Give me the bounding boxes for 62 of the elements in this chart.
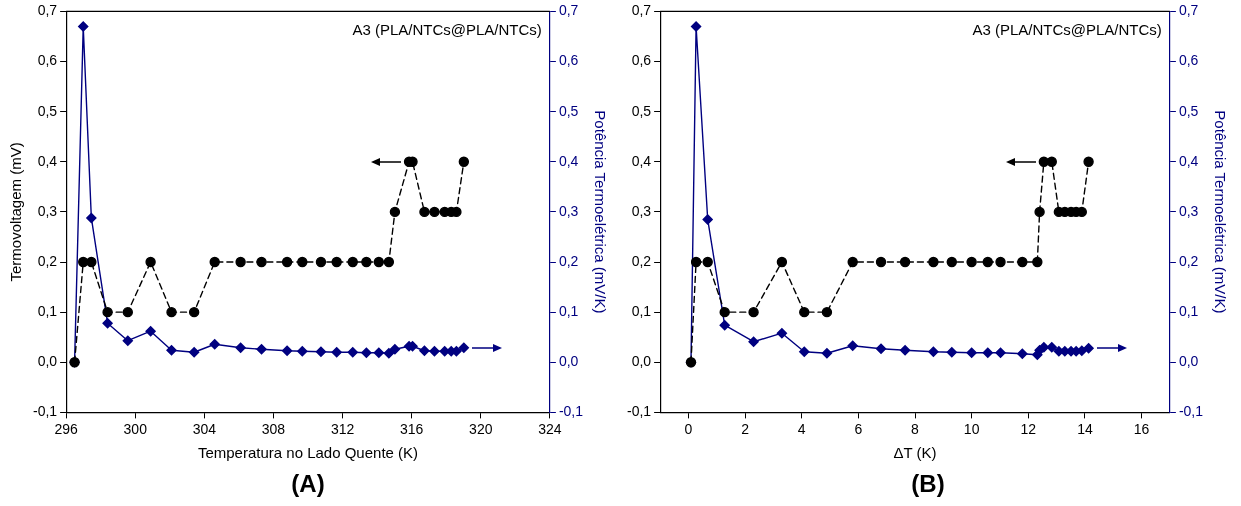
y2-tick-label: 0,4: [1178, 152, 1199, 169]
x-tick-label: 316: [399, 420, 424, 437]
text: (A): [291, 470, 325, 498]
x-tick-label: 8: [911, 420, 920, 437]
y2-tick-label: 0,3: [558, 202, 579, 219]
y-tick-label: 0,0: [631, 353, 652, 370]
x-tick-label: 312: [330, 420, 355, 437]
y2-tick-label: 0,1: [558, 303, 579, 320]
y2-tick-label: -0,1: [558, 403, 584, 420]
annotation: A3 (PLA/NTCs@PLA/NTCs): [352, 21, 542, 39]
y-axis-title: Termovoltagem (mV): [7, 142, 25, 282]
x-axis-title: Temperatura no Lado Quente (K): [197, 444, 419, 462]
x-tick-label: 6: [854, 420, 863, 437]
x-tick-label: 324: [538, 420, 562, 437]
y2-tick-label: 0,6: [1178, 52, 1199, 69]
x-tick-label: 12: [1020, 420, 1037, 437]
y2-axis-title: Potência Termoelétrica (mV/K): [591, 110, 609, 314]
y-tick-label: 0,4: [37, 152, 58, 169]
y-tick-label: 0,6: [37, 52, 58, 69]
y-tick-label: 0,7: [37, 2, 58, 19]
y-tick-label: 0,4: [631, 152, 652, 169]
x-tick-label: 296: [54, 420, 79, 437]
x-tick-label: 304: [192, 420, 217, 437]
annotation: A3 (PLA/NTCs@PLA/NTCs): [972, 21, 1162, 39]
y2-tick-label: 0,2: [558, 252, 579, 269]
y2-tick-label: 0,7: [1178, 2, 1199, 19]
y2-tick-label: 0,2: [1178, 252, 1199, 269]
y-tick-label: 0,1: [631, 303, 652, 320]
x-tick-label: 308: [261, 420, 286, 437]
x-tick-label: 10: [963, 420, 980, 437]
y-tick-label: -0,1: [627, 403, 652, 420]
x-tick-label: 14: [1077, 420, 1093, 437]
text: (B): [911, 470, 945, 498]
x-tick-label: 320: [469, 420, 493, 437]
x-axis-title: ΔT (K): [893, 444, 937, 462]
y2-tick-label: 0,7: [558, 2, 579, 19]
y2-tick-label: 0,6: [558, 52, 579, 69]
y2-tick-label: 0,3: [1178, 202, 1199, 219]
y-tick-label: 0,5: [37, 102, 58, 119]
y-tick-label: 0,0: [37, 353, 58, 370]
y2-tick-label: -0,1: [1178, 403, 1204, 420]
y2-tick-label: 0,0: [1178, 353, 1199, 370]
x-tick-label: 0: [684, 420, 693, 437]
y-tick-label: 0,5: [631, 102, 652, 119]
y2-axis-title: Potência Termoelétrica (mV/K): [1211, 110, 1229, 314]
x-tick-label: 4: [797, 420, 806, 437]
y-tick-label: 0,2: [631, 252, 652, 269]
y-tick-label: 0,6: [631, 52, 652, 69]
y2-tick-label: 0,5: [558, 102, 579, 119]
y-tick-label: 0,3: [631, 202, 652, 219]
x-tick-label: 300: [123, 420, 148, 437]
y-tick-label: 0,2: [37, 252, 58, 269]
y2-tick-label: 0,1: [1178, 303, 1199, 320]
y-tick-label: 0,1: [37, 303, 58, 320]
y2-tick-label: 0,0: [558, 353, 579, 370]
y2-tick-label: 0,5: [1178, 102, 1199, 119]
y-tick-label: 0,3: [37, 202, 58, 219]
x-tick-label: 16: [1133, 420, 1150, 437]
x-tick-label: 2: [741, 420, 750, 437]
y2-tick-label: 0,4: [558, 152, 579, 169]
y-tick-label: 0,7: [631, 2, 652, 19]
y-tick-label: -0,1: [33, 403, 58, 420]
